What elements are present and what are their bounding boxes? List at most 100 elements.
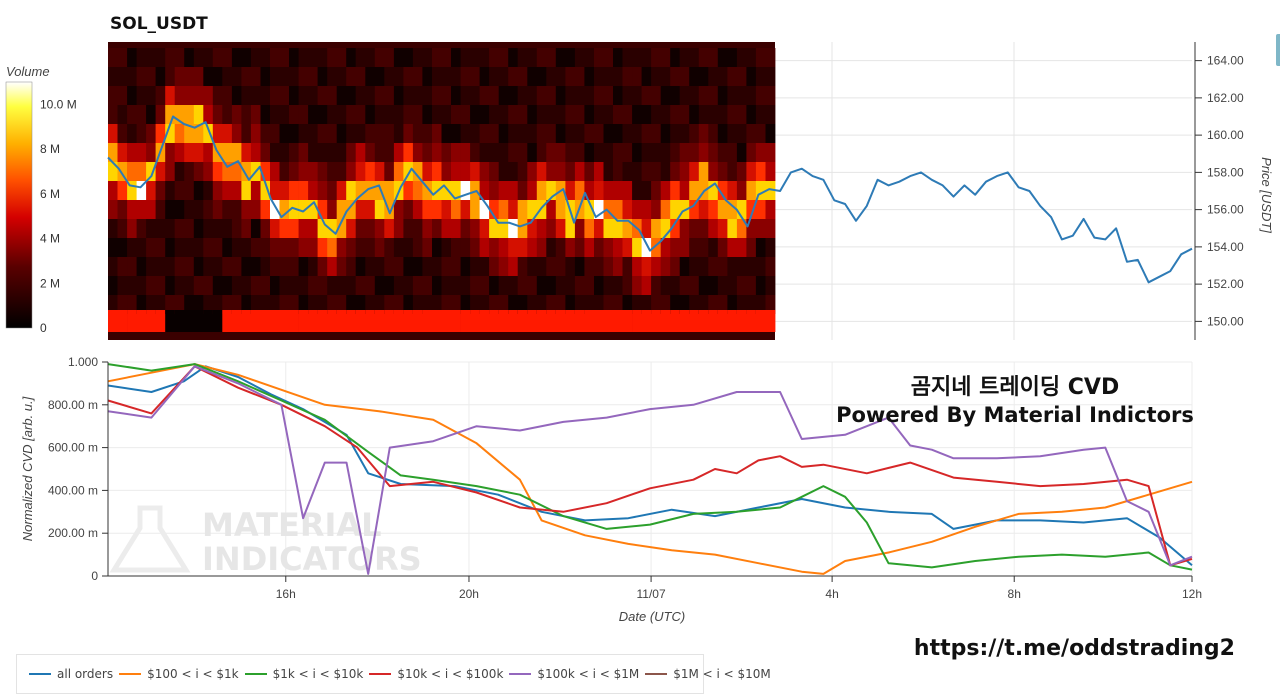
- heatmap-cell: [317, 67, 328, 86]
- legend-item[interactable]: $100 < i < $1k: [119, 667, 239, 681]
- heatmap-cell: [174, 257, 185, 276]
- legend-item[interactable]: all orders: [29, 667, 113, 681]
- heatmap-cell: [241, 276, 252, 295]
- heatmap-cell: [231, 276, 242, 295]
- heatmap-cell: [279, 276, 290, 295]
- colorbar-tick-label: 2 M: [40, 276, 60, 290]
- heatmap-cell: [146, 67, 156, 86]
- heatmap-cell: [517, 200, 528, 219]
- heatmap-cell: [108, 48, 118, 67]
- heatmap-cell: [393, 105, 404, 124]
- heatmap-cell: [460, 181, 471, 200]
- heatmap-cell: [127, 67, 137, 86]
- heatmap-cell: [184, 181, 195, 200]
- heatmap-cell: [708, 67, 719, 86]
- heatmap-cell: [317, 276, 328, 295]
- heatmap-cell: [708, 310, 719, 332]
- heatmap-cell: [298, 200, 309, 219]
- side-panel-tab[interactable]: [1276, 34, 1280, 66]
- heatmap-cell: [679, 295, 690, 314]
- heatmap-cell: [470, 295, 480, 314]
- heatmap-cell: [270, 219, 280, 238]
- heatmap-cell: [270, 105, 280, 124]
- heatmap-cell: [536, 143, 547, 162]
- heatmap-cell: [651, 276, 661, 295]
- price-axis: 164.00 162.00 160.00 158.00 156.00 154.00 152.…: [1194, 42, 1274, 340]
- volume-heatmap: [108, 42, 776, 340]
- heatmap-cell: [212, 67, 223, 86]
- heatmap-cell: [127, 238, 137, 257]
- heatmap-cell: [755, 295, 766, 314]
- heatmap-cell: [546, 67, 557, 86]
- heatmap-cell: [374, 48, 385, 67]
- heatmap-cell: [727, 86, 738, 105]
- heatmap-cell: [336, 67, 347, 86]
- heatmap-cell: [422, 105, 433, 124]
- heatmap-cell: [508, 200, 519, 219]
- heatmap-cell: [260, 124, 271, 143]
- heatmap-cell: [698, 86, 709, 105]
- heatmap-cell: [336, 257, 347, 276]
- heatmap-cell: [127, 276, 137, 295]
- heatmap-cell: [670, 181, 681, 200]
- heatmap-cell: [546, 105, 557, 124]
- heatmap-cell: [584, 257, 595, 276]
- heatmap-cell: [384, 67, 395, 86]
- heatmap-cell: [108, 310, 118, 332]
- heatmap-cell: [346, 276, 357, 295]
- heatmap-cell: [489, 310, 499, 332]
- heatmap-cell: [574, 295, 585, 314]
- heatmap-cell: [289, 86, 299, 105]
- colorbar-tick-label: 0: [40, 321, 47, 335]
- heatmap-cell: [117, 105, 128, 124]
- heatmap-cell: [441, 257, 452, 276]
- heatmap-cell: [393, 143, 404, 162]
- heatmap-cell: [689, 162, 700, 181]
- heatmap-cell: [632, 143, 642, 162]
- heatmap-cell: [765, 238, 776, 257]
- heatmap-cell: [746, 67, 757, 86]
- heatmap-cell: [594, 310, 604, 332]
- heatmap-cell: [155, 124, 166, 143]
- heatmap-cell: [346, 143, 357, 162]
- heatmap-cell: [117, 310, 128, 332]
- heatmap-cell: [698, 257, 709, 276]
- heatmap-cell: [250, 105, 261, 124]
- legend-item[interactable]: $1M < i < $10M: [645, 667, 771, 681]
- heatmap-cell: [146, 310, 156, 332]
- heatmap-cell: [260, 276, 271, 295]
- heatmap-cell: [755, 257, 766, 276]
- heatmap-cell: [136, 200, 147, 219]
- heatmap-cell: [308, 143, 318, 162]
- heatmap-cell: [432, 124, 442, 143]
- heatmap-cell: [660, 48, 671, 67]
- legend-item[interactable]: $100k < i < $1M: [509, 667, 639, 681]
- heatmap-cell: [412, 124, 423, 143]
- heatmap-cell: [108, 162, 118, 181]
- heatmap-cell: [298, 295, 309, 314]
- telegram-link[interactable]: https://t.me/oddstrading2: [913, 636, 1235, 661]
- legend-item[interactable]: $10k < i < $100k: [369, 667, 503, 681]
- heatmap-cell: [594, 67, 604, 86]
- heatmap-cell: [489, 67, 499, 86]
- heatmap-cell: [460, 162, 471, 181]
- heatmap-cell: [508, 181, 519, 200]
- heatmap-cell: [536, 48, 547, 67]
- heatmap-cell: [536, 219, 547, 238]
- heatmap-cell: [679, 276, 690, 295]
- heatmap-cell: [117, 162, 128, 181]
- heatmap-cell: [717, 181, 728, 200]
- heatmap-cell: [679, 257, 690, 276]
- heatmap-cell: [613, 162, 623, 181]
- heatmap-cell: [165, 86, 176, 105]
- heatmap-cell: [289, 238, 299, 257]
- legend-item[interactable]: $1k < i < $10k: [244, 667, 363, 681]
- heatmap-cell: [260, 48, 271, 67]
- heatmap-cell: [384, 124, 395, 143]
- heatmap-cell: [546, 276, 557, 295]
- heatmap-cell: [679, 219, 690, 238]
- heatmap-cell: [212, 48, 223, 67]
- legend-label: $10k < i < $100k: [397, 667, 504, 681]
- heatmap-cell: [641, 67, 652, 86]
- heatmap-cell: [660, 310, 671, 332]
